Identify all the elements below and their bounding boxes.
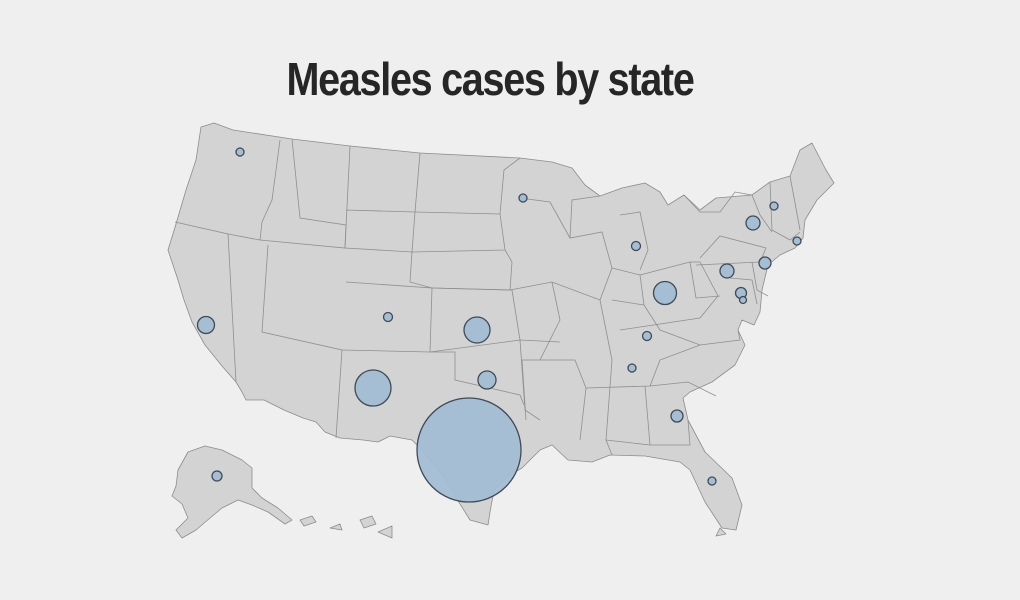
bubble-district-of-columbia	[738, 295, 748, 305]
alaska-outline	[171, 445, 293, 539]
bubble-pennsylvania	[719, 263, 735, 279]
bubble-rhode-island	[792, 236, 802, 246]
bubble-tennessee	[627, 363, 637, 373]
bubble-new-mexico	[354, 369, 392, 407]
alaska-islands	[299, 515, 393, 539]
us-land	[167, 122, 835, 539]
bubble-kansas	[463, 316, 491, 344]
bubble-washington	[235, 147, 245, 157]
bubble-kentucky	[641, 330, 653, 342]
bubble-michigan	[630, 240, 642, 252]
map-title: Measles cases by state	[286, 53, 694, 105]
bubble-colorado	[382, 311, 394, 323]
bubble-minnesota	[518, 193, 528, 203]
bubble-vermont	[769, 201, 779, 211]
contiguous-us-outline	[167, 122, 835, 531]
bubble-texas	[416, 397, 522, 503]
bubble-layer	[196, 147, 802, 503]
bubble-new-york	[745, 215, 761, 231]
bubble-california	[196, 315, 216, 335]
bubble-oklahoma	[477, 370, 497, 390]
state-borders	[174, 138, 801, 456]
bubble-alaska	[211, 470, 223, 482]
bubble-georgia	[670, 409, 684, 423]
florida-keys	[715, 527, 727, 537]
bubble-florida	[707, 476, 717, 486]
bubble-ohio	[652, 280, 678, 306]
bubble-new-jersey	[758, 256, 772, 270]
